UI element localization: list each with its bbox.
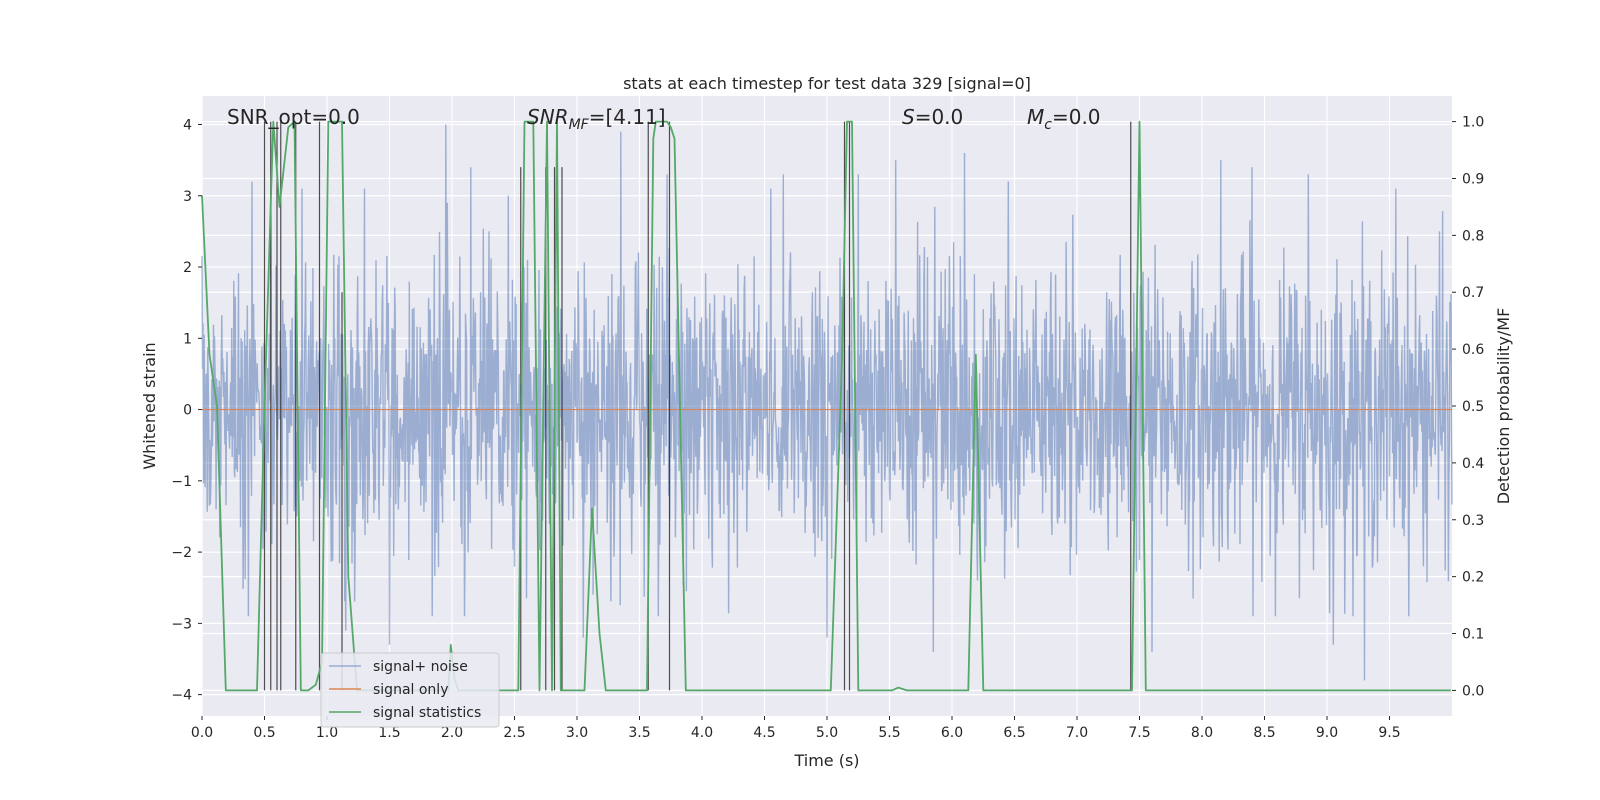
y2-tick-label: 0.3 bbox=[1462, 513, 1484, 529]
y-axis-right-title: Detection probability/MF bbox=[1494, 308, 1513, 505]
legend-label-signal-noise: signal+ noise bbox=[373, 659, 468, 675]
x-tick-label: 9.5 bbox=[1378, 725, 1400, 741]
annotation-snr-opt: SNR_opt=0.0 bbox=[227, 105, 360, 129]
x-tick-label: 7.5 bbox=[1128, 725, 1150, 741]
signal-noise-series bbox=[201, 124, 1453, 681]
annotation-mc: Mc=0.0 bbox=[1027, 105, 1101, 133]
y-tick-label: −2 bbox=[171, 545, 192, 561]
y-tick-label: −3 bbox=[171, 616, 192, 632]
x-tick-label: 7.0 bbox=[1066, 725, 1088, 741]
y-axis-title: Whitened strain bbox=[140, 342, 159, 469]
chart-title: stats at each timestep for test data 329… bbox=[623, 74, 1031, 93]
x-tick-label: 3.0 bbox=[566, 725, 588, 741]
y2-tick-label: 0.0 bbox=[1462, 683, 1484, 699]
x-tick-label: 4.0 bbox=[691, 725, 713, 741]
annotation-snr-mf: SNRMF=[4.11] bbox=[527, 105, 666, 133]
y-tick-label: −1 bbox=[171, 474, 192, 490]
x-tick-label: 6.5 bbox=[1003, 725, 1025, 741]
y-tick-label: 4 bbox=[183, 118, 192, 134]
y2-tick-label: 0.6 bbox=[1462, 342, 1484, 358]
y2-tick-label: 0.4 bbox=[1462, 456, 1484, 472]
x-tick-label: 5.5 bbox=[878, 725, 900, 741]
y-tick-label: 3 bbox=[183, 189, 192, 205]
x-tick-label: 0.5 bbox=[253, 725, 275, 741]
legend: signal+ noise signal only signal statist… bbox=[320, 652, 500, 728]
x-tick-label: 2.5 bbox=[503, 725, 525, 741]
y-axis-right: 1.0 0.9 0.8 0.7 0.6 0.5 0.4 0.3 0.2 0.1 0.0 bbox=[1452, 115, 1484, 699]
x-tick-label: 4.5 bbox=[753, 725, 775, 741]
y-axis-left: 4 3 2 1 0 −1 −2 −3 −4 bbox=[171, 118, 202, 704]
x-axis-title: Time (s) bbox=[793, 751, 859, 770]
x-tick-label: 8.5 bbox=[1253, 725, 1275, 741]
y2-tick-label: 0.9 bbox=[1462, 171, 1484, 187]
x-axis: 0.0 0.5 1.0 1.5 2.0 2.5 3.0 3.5 4.0 4.5 5.0 5.5 6.0 6… bbox=[191, 716, 1401, 741]
annotation-s: S=0.0 bbox=[902, 105, 963, 129]
y2-tick-label: 1.0 bbox=[1462, 115, 1484, 131]
x-tick-label: 8.0 bbox=[1191, 725, 1213, 741]
series-signal-statistics-line bbox=[201, 120, 1451, 692]
y-tick-label: 2 bbox=[183, 260, 192, 276]
y-tick-label: 0 bbox=[183, 403, 192, 419]
x-tick-label: 9.0 bbox=[1316, 725, 1338, 741]
series-layer bbox=[201, 120, 1452, 692]
x-tick-label: 0.0 bbox=[191, 725, 213, 741]
y-tick-label: −4 bbox=[171, 688, 192, 704]
legend-box bbox=[320, 652, 500, 728]
series-signal-noise-line bbox=[201, 124, 1453, 681]
y-tick-label: 1 bbox=[183, 331, 192, 347]
y2-tick-label: 0.7 bbox=[1462, 285, 1484, 301]
legend-label-signal-only: signal only bbox=[373, 682, 448, 698]
x-tick-label: 2.0 bbox=[441, 725, 463, 741]
x-tick-label: 1.5 bbox=[378, 725, 400, 741]
y2-tick-label: 0.5 bbox=[1462, 399, 1484, 415]
x-tick-label: 1.0 bbox=[316, 725, 338, 741]
x-tick-label: 6.0 bbox=[941, 725, 963, 741]
x-tick-label: 3.5 bbox=[628, 725, 650, 741]
x-tick-label: 5.0 bbox=[816, 725, 838, 741]
legend-label-signal-statistics: signal statistics bbox=[373, 705, 481, 721]
y2-tick-label: 0.2 bbox=[1462, 570, 1484, 586]
y2-tick-label: 0.1 bbox=[1462, 627, 1484, 643]
y2-tick-label: 0.8 bbox=[1462, 228, 1484, 244]
